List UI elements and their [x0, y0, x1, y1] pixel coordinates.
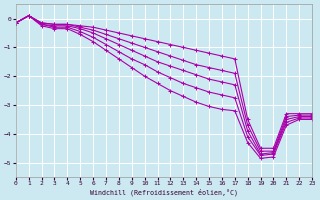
X-axis label: Windchill (Refroidissement éolien,°C): Windchill (Refroidissement éolien,°C): [90, 188, 238, 196]
